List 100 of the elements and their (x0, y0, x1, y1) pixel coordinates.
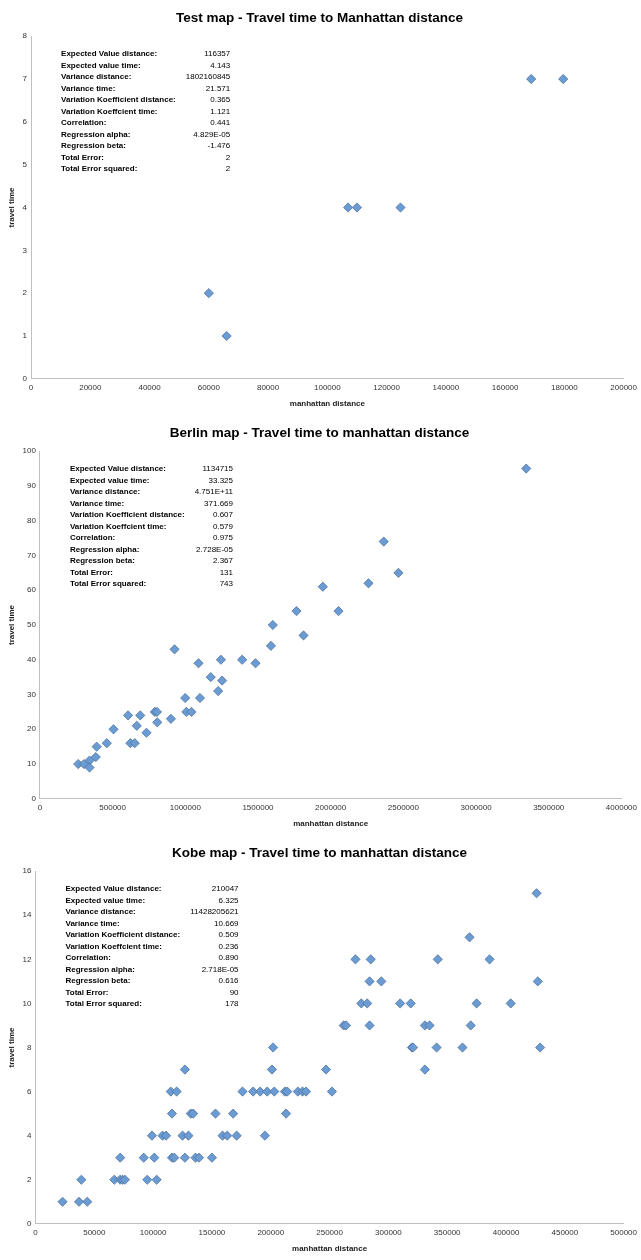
y-tick-label: 5 (22, 159, 28, 169)
annotation: Expected Value distance: (65, 883, 163, 895)
annotation: Total Error squared: (65, 998, 143, 1010)
annotation: 1.121 (210, 105, 231, 118)
x-tick-label: 450000 (551, 1227, 579, 1237)
annotation: Total Error: (69, 566, 114, 579)
x-tick-label: 2500000 (387, 802, 420, 812)
annotation: 0.365 (210, 94, 231, 106)
annotation: Variation Koefficient distance: (65, 929, 181, 941)
annotation: Variance time: (69, 497, 126, 510)
x-tick-label: 500000 (610, 1227, 638, 1237)
y-tick-label: 30 (27, 689, 37, 699)
annotation: 0.607 (212, 509, 233, 521)
annotation: 4.829E-05 (193, 128, 231, 141)
annotation: 0.579 (212, 520, 233, 533)
y-tick-label: 2 (27, 1174, 33, 1184)
y-tick-label: 10 (22, 998, 33, 1008)
annotation: 178 (225, 998, 239, 1010)
annotation: Variance distance: (65, 906, 137, 918)
x-tick-label: 350000 (433, 1227, 462, 1237)
y-axis-title: travel time (7, 1026, 16, 1068)
y-tick-label: 8 (27, 1042, 33, 1052)
annotation: Expected Value distance: (69, 463, 167, 475)
x-axis-title: manhattan distance (289, 399, 366, 409)
annotation: 1802160845 (185, 71, 231, 83)
y-tick-label: 80 (27, 515, 37, 525)
x-tick-label: 60000 (197, 382, 221, 392)
y-tick-label: 6 (27, 1086, 33, 1096)
annotation: Regression alpha: (61, 128, 132, 141)
annotation: Total Error: (61, 151, 105, 164)
x-tick-label: 150000 (198, 1227, 226, 1237)
annotation: Regression beta: (69, 555, 136, 567)
chart-title: Kobe map - Travel time to manhattan distance (172, 844, 468, 860)
x-tick-label: 500000 (99, 802, 127, 812)
y-tick-label: 8 (22, 31, 28, 41)
x-tick-label: 250000 (316, 1227, 344, 1237)
annotation: Total Error squared: (69, 578, 148, 590)
annotation: 131 (219, 566, 233, 579)
annotation: Expected value time: (61, 59, 142, 72)
annotation: Expected Value distance: (61, 48, 159, 60)
annotation: 2 (225, 163, 231, 175)
annotation: 0.441 (210, 117, 231, 129)
y-tick-label: 0 (31, 794, 37, 803)
y-tick-label: 90 (27, 481, 37, 491)
annotation: 21.571 (205, 82, 231, 95)
annotation: Total Error squared: (61, 163, 139, 175)
x-tick-label: 1000000 (169, 802, 202, 812)
annotation: Expected value time: (69, 474, 151, 487)
x-tick-label: 200000 (610, 382, 638, 392)
annotation: 6.325 (218, 894, 239, 907)
y-tick-label: 4 (22, 202, 28, 212)
x-tick-label: 300000 (375, 1227, 403, 1237)
y-tick-label: 20 (27, 724, 37, 734)
y-axis-title: travel time (7, 604, 16, 646)
x-tick-label: 20000 (79, 382, 102, 392)
y-tick-label: 10 (27, 759, 37, 769)
y-tick-label: 70 (27, 550, 37, 560)
annotation: Expected value time: (65, 894, 147, 907)
x-tick-label: 40000 (138, 382, 162, 392)
annotation: Regression alpha: (69, 543, 141, 556)
annotation: 2.367 (212, 555, 233, 567)
annotation: Correlation: (61, 117, 108, 129)
annotation: Regression alpha: (65, 963, 136, 976)
x-tick-label: 3500000 (533, 802, 565, 812)
annotation: 2.728E-05 (196, 543, 233, 556)
x-tick-label: 1500000 (242, 802, 275, 812)
y-tick-label: 2 (22, 288, 28, 298)
y-tick-label: 4 (27, 1130, 33, 1140)
x-tick-label: 3000000 (460, 802, 493, 812)
x-tick-label: 100000 (314, 382, 342, 392)
y-tick-label: 40 (27, 654, 37, 664)
chart-title: Test map - Travel time to Manhattan distance (175, 9, 464, 25)
annotation: 2.718E-05 (201, 963, 239, 976)
x-axis-title: manhattan distance (292, 1244, 368, 1254)
annotation: Variance distance: (61, 71, 133, 83)
annotation: 90 (229, 986, 239, 999)
annotation: 0.509 (218, 929, 239, 941)
annotation: Regression beta: (65, 975, 132, 987)
annotation: Variance distance: (69, 486, 142, 498)
chart-title: Berlin map - Travel time to manhattan distance (169, 424, 470, 440)
x-tick-label: 140000 (432, 382, 460, 392)
annotation: Correlation: (69, 532, 117, 544)
y-tick-label: 16 (22, 866, 33, 876)
annotation: -1.476 (207, 140, 231, 152)
x-tick-label: 4000000 (605, 802, 638, 812)
y-tick-label: 6 (22, 117, 28, 127)
annotation: Variance time: (61, 82, 117, 95)
y-tick-label: 3 (22, 245, 28, 255)
y-tick-label: 60 (27, 585, 37, 595)
annotation: 0.236 (218, 940, 239, 953)
y-tick-label: 0 (22, 374, 28, 383)
x-tick-label: 80000 (256, 382, 280, 392)
y-tick-label: 50 (27, 620, 37, 630)
annotation: 11428205621 (190, 906, 239, 918)
y-tick-label: 0 (27, 1219, 33, 1228)
x-tick-label: 2000000 (315, 802, 347, 812)
x-tick-label: 160000 (491, 382, 520, 392)
annotation: 4.143 (210, 59, 231, 72)
x-tick-label: 50000 (83, 1227, 106, 1237)
annotation: 116357 (204, 48, 231, 60)
